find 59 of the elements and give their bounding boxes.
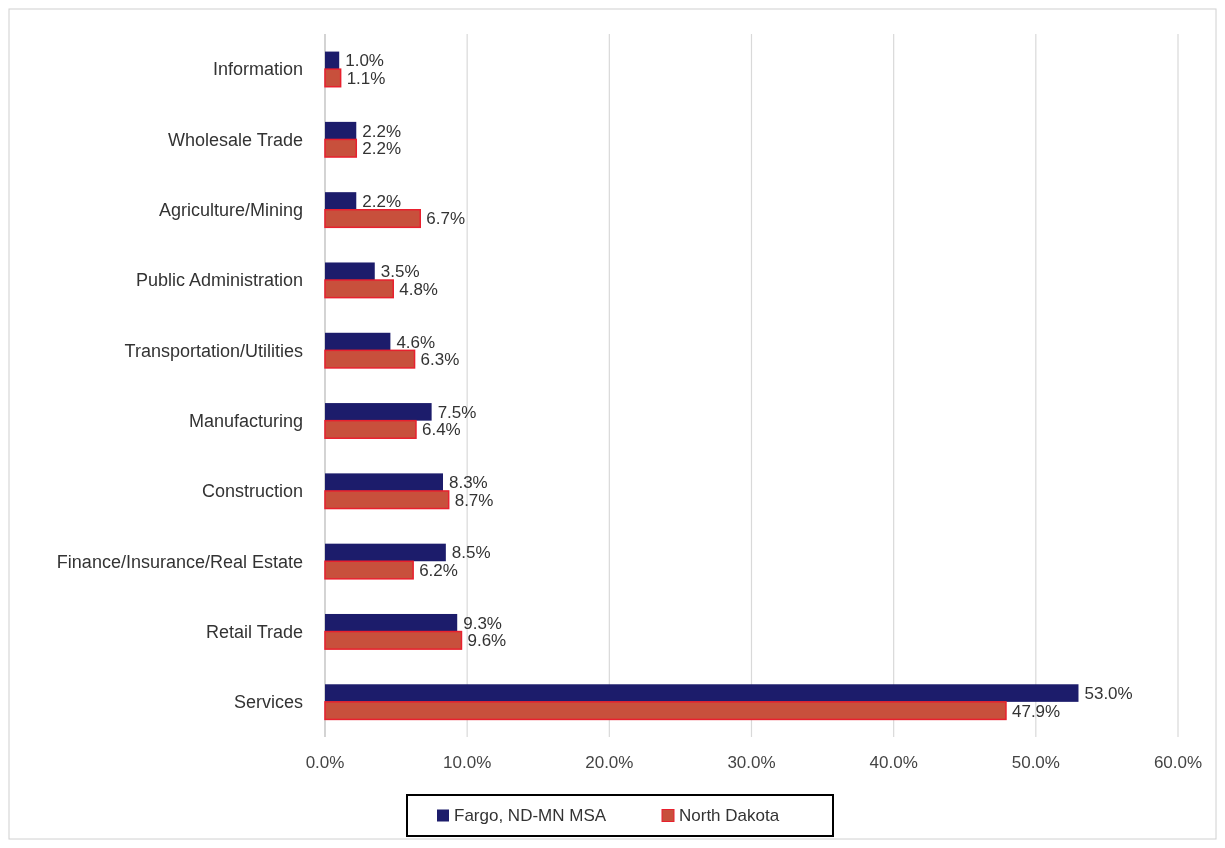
- x-tick-label: 10.0%: [443, 753, 492, 772]
- legend-label: North Dakota: [679, 806, 780, 826]
- data-label: 2.2%: [362, 139, 402, 159]
- data-label: 2.2%: [362, 191, 402, 211]
- data-label: 4.6%: [396, 332, 436, 352]
- data-label: 1.1%: [346, 68, 386, 88]
- data-label: 6.3%: [420, 350, 460, 370]
- y-tick-label: Construction: [201, 481, 303, 502]
- bar: [324, 560, 414, 580]
- bar: [325, 332, 391, 351]
- y-tick-label: Finance/Insurance/Real Estate: [56, 551, 303, 572]
- x-tick-label: 40.0%: [869, 753, 918, 772]
- bar: [324, 279, 394, 299]
- y-tick-label: Manufacturing: [188, 410, 303, 431]
- data-label: 8.3%: [449, 473, 488, 493]
- y-tick-label: Retail Trade: [205, 621, 303, 642]
- bar: [324, 349, 416, 369]
- data-label: 6.7%: [426, 209, 465, 229]
- data-label: 53.0%: [1084, 684, 1133, 704]
- bar: [324, 630, 463, 650]
- data-label: 9.6%: [467, 631, 507, 651]
- data-label: 8.7%: [454, 490, 494, 510]
- x-tick-label: 50.0%: [1011, 753, 1060, 772]
- data-label: 8.5%: [451, 543, 491, 563]
- y-tick-label: Agriculture/Mining: [158, 200, 303, 221]
- legend-label: Fargo, ND-MN MSA: [454, 806, 607, 826]
- y-tick-label: Services: [233, 692, 303, 713]
- data-label: 6.2%: [419, 560, 458, 580]
- bar: [325, 543, 446, 562]
- data-label: 47.9%: [1011, 701, 1061, 721]
- bar: [324, 138, 358, 158]
- bar: [324, 701, 1007, 721]
- bar: [325, 403, 432, 421]
- data-label: 9.3%: [463, 613, 502, 633]
- bar: [324, 68, 342, 88]
- data-label: 1.0%: [345, 51, 384, 71]
- data-label: 3.5%: [380, 262, 420, 282]
- data-label: 2.2%: [362, 121, 402, 141]
- x-tick-label: 60.0%: [1153, 753, 1203, 772]
- x-tick-label: 20.0%: [585, 753, 634, 772]
- data-label: 4.8%: [399, 279, 438, 299]
- y-tick-label: Transportation/Utilities: [124, 340, 303, 361]
- bar: [325, 473, 443, 491]
- bar: [325, 262, 375, 281]
- bar: [324, 419, 417, 439]
- bar: [324, 490, 450, 510]
- bar: [325, 51, 340, 70]
- bar: [324, 209, 421, 229]
- bar: [325, 192, 357, 210]
- x-tick-label: 0.0%: [305, 753, 345, 772]
- bar: [325, 121, 357, 140]
- data-label: 6.4%: [421, 420, 461, 440]
- x-tick-label: 30.0%: [727, 753, 776, 772]
- bar: [325, 613, 458, 632]
- bar: [325, 684, 1079, 702]
- data-label: 7.5%: [437, 402, 477, 422]
- y-tick-label: Wholesale Trade: [167, 129, 303, 150]
- y-tick-label: Public Administration: [135, 270, 303, 291]
- y-tick-label: Information: [212, 59, 303, 80]
